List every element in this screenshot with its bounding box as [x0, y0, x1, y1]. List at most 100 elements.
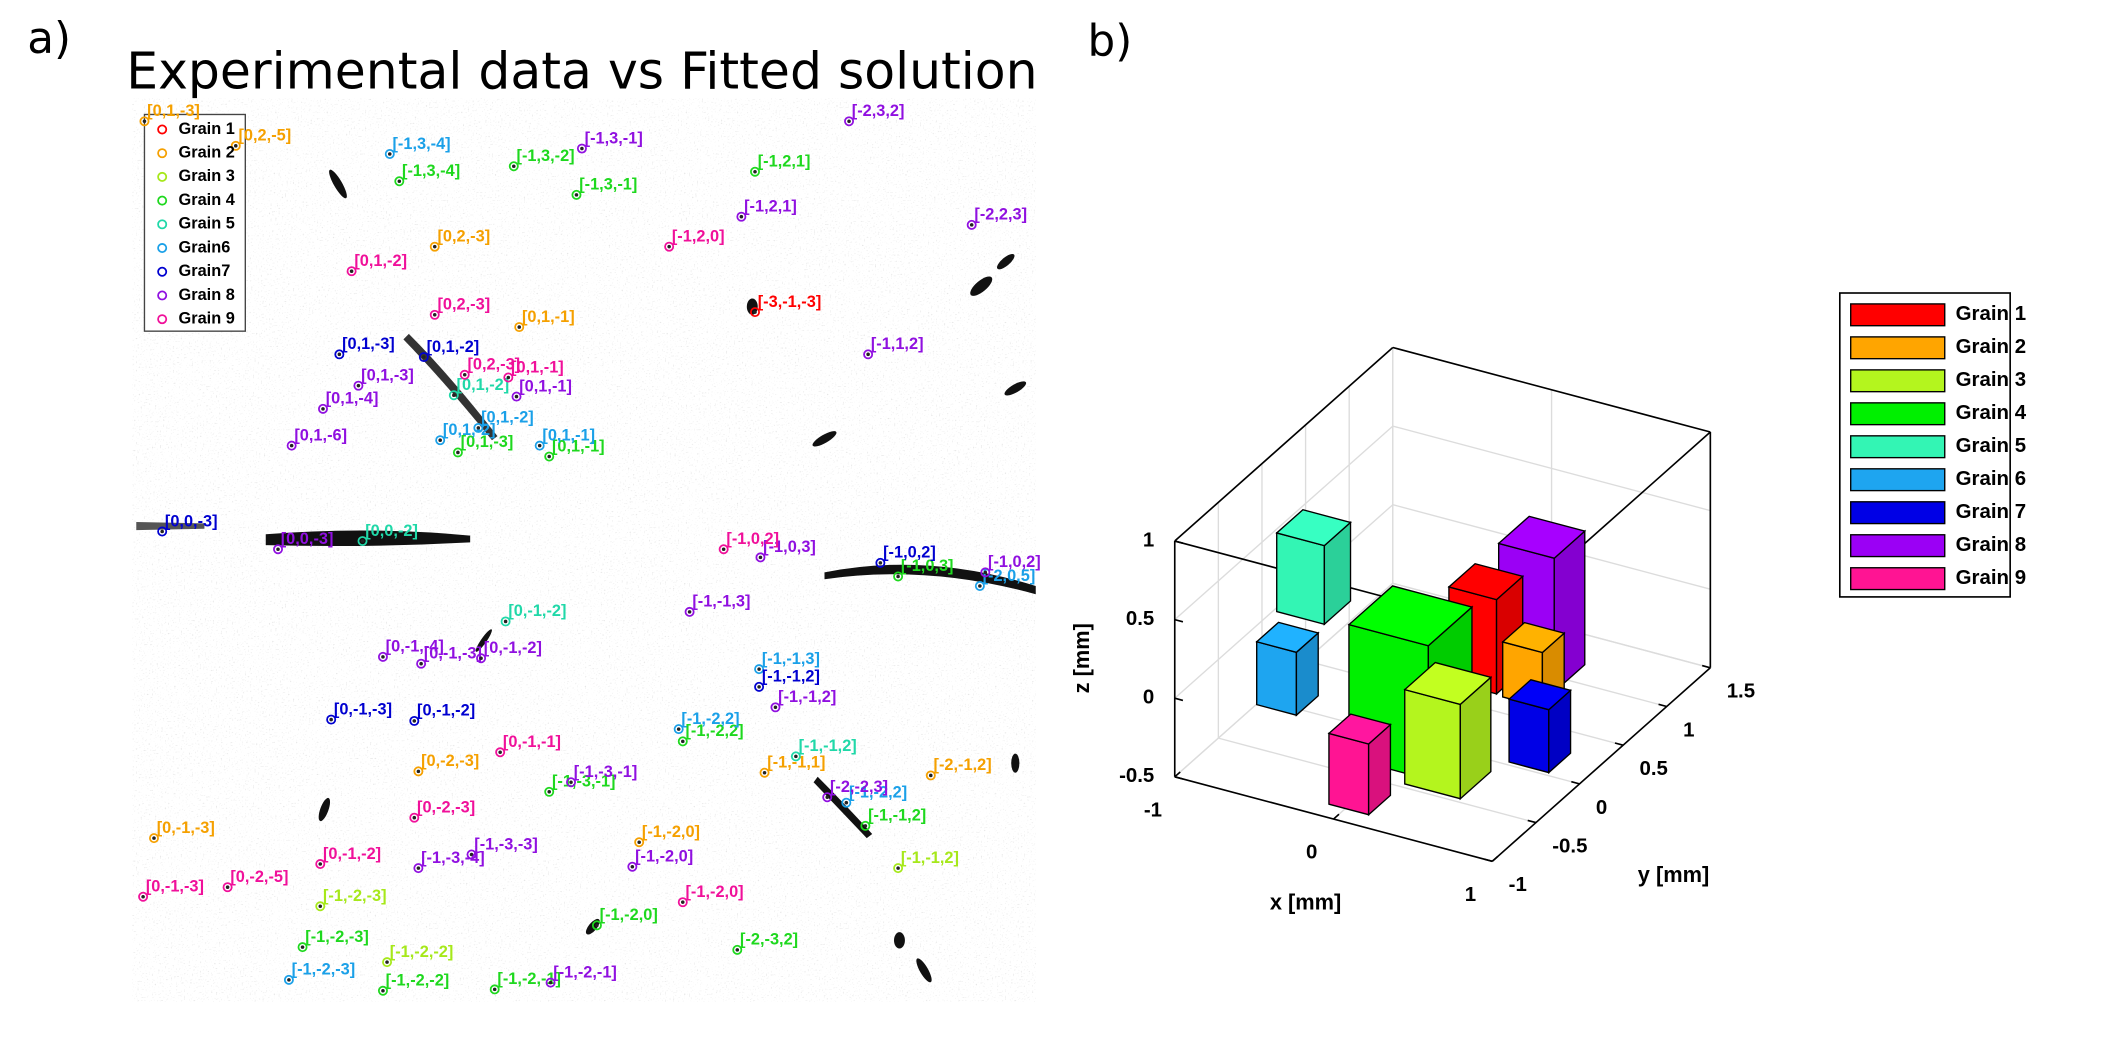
spot: [673, 724, 684, 735]
spot-label: [-1,2,1]: [744, 197, 797, 215]
spot-label: [-1,-3,-4]: [421, 849, 485, 867]
spot-label: [-1,3,-1]: [579, 176, 637, 194]
spot-label: [-1,0,3]: [763, 538, 816, 556]
axis-box-edge: [1174, 346, 1394, 542]
spot: [790, 751, 801, 762]
spot-center: [432, 313, 437, 317]
spot: [634, 837, 645, 848]
streak: [265, 530, 471, 547]
spot-center: [321, 407, 325, 411]
spot-label: [-1,-1,3]: [762, 650, 820, 668]
spot-label: [0,1,-1]: [552, 437, 605, 455]
legend-marker: [157, 219, 168, 230]
spot: [413, 766, 424, 777]
spot-label: [-1,-2,-1]: [497, 970, 561, 988]
spot-label: [0,1,-3]: [342, 335, 395, 353]
spot-center: [517, 325, 522, 329]
spot-label: [-1,3,-2]: [517, 147, 575, 165]
spot-center: [452, 393, 456, 397]
spot-center: [969, 223, 974, 227]
spot-label: [0,1,-6]: [294, 426, 347, 444]
y-tick-label: -1: [1509, 873, 1527, 896]
tick-mark: [1527, 819, 1537, 824]
spot-label: [-1,0,2]: [726, 530, 779, 548]
legend-swatch: [1850, 369, 1946, 393]
spot-center: [878, 561, 883, 565]
tick-mark: [1614, 742, 1624, 746]
spot-center: [758, 555, 763, 560]
spot: [893, 863, 904, 874]
spot-center: [225, 885, 230, 889]
spot-center: [456, 450, 460, 455]
spot: [157, 526, 168, 537]
z-tick-label: 0.5: [1126, 607, 1154, 630]
spot-center: [574, 193, 579, 197]
spot-label: [0,0,-3]: [165, 512, 218, 530]
spot-center: [385, 960, 389, 964]
spot-label: [0,0,-3]: [281, 530, 334, 548]
spot-center: [503, 619, 508, 624]
legend-label: Grain 9: [1956, 566, 2026, 589]
spot: [222, 882, 233, 893]
spot-center: [160, 529, 164, 534]
spot-center: [863, 824, 868, 828]
y-tick-label: 0.5: [1639, 757, 1667, 780]
spot-label: [-1,-1,2]: [799, 737, 857, 755]
legend-label: Grain 6: [1956, 467, 2026, 490]
spot-label: [0,-1,-2]: [484, 639, 542, 657]
spot-center: [300, 945, 305, 949]
spot-center: [412, 719, 417, 723]
streak: [812, 431, 837, 447]
box-front: [1508, 698, 1550, 774]
box-top: [1497, 515, 1587, 559]
legend-swatch: [1850, 567, 1946, 591]
spot-label: [0,-1,-2]: [508, 602, 566, 620]
spot: [500, 616, 511, 627]
legend-marker: [157, 290, 168, 301]
spot-center: [356, 383, 361, 388]
spot: [822, 792, 833, 803]
grid-line: [1392, 425, 1711, 512]
spot: [875, 557, 886, 568]
panel-label: b): [1088, 17, 1133, 67]
spot-label: [-2,-2,3]: [830, 778, 888, 796]
legend-swatch: [1850, 501, 1946, 525]
spot-center: [794, 754, 798, 759]
tick-mark: [1658, 703, 1667, 708]
box-top: [1327, 713, 1392, 745]
spot-label: [0,0,-2]: [365, 522, 418, 540]
spot-label: [-1,-2,2]: [681, 710, 739, 728]
spot: [273, 544, 283, 555]
spot: [893, 571, 904, 582]
z-tick-label: -0.5: [1119, 764, 1154, 787]
spot: [473, 422, 484, 433]
tick-mark: [1491, 855, 1499, 862]
tick-mark: [1332, 813, 1340, 820]
spot-label: [0,-1,-3]: [157, 819, 215, 837]
panel-label: a): [27, 14, 71, 64]
spot: [544, 786, 555, 797]
tick-mark: [1174, 540, 1184, 545]
spot: [718, 544, 729, 555]
streak: [136, 521, 205, 531]
spot-center: [412, 815, 417, 820]
spot-center: [287, 978, 291, 982]
spot-label: [-1,-2,-3]: [292, 961, 356, 979]
spot-label: [-1,-2,-3]: [305, 928, 369, 946]
spot: [545, 977, 556, 988]
streak: [475, 629, 492, 652]
box-front: [1276, 532, 1326, 626]
legend-marker: [157, 314, 168, 325]
spot-label: [-1,1,2]: [871, 335, 924, 353]
spot: [544, 451, 555, 462]
spot-label: [-1,-2,-3]: [323, 887, 387, 905]
box-top: [1347, 585, 1474, 647]
spot-label: [0,1,-2]: [354, 252, 407, 270]
spot: [466, 849, 477, 860]
spot-center: [866, 352, 870, 357]
legend-label: Grain 1: [1956, 302, 2026, 325]
spot-label: [-1,3,-4]: [402, 162, 460, 180]
legend-label: Grain 5: [179, 215, 235, 233]
spot-center: [432, 244, 437, 249]
spot: [353, 380, 364, 391]
